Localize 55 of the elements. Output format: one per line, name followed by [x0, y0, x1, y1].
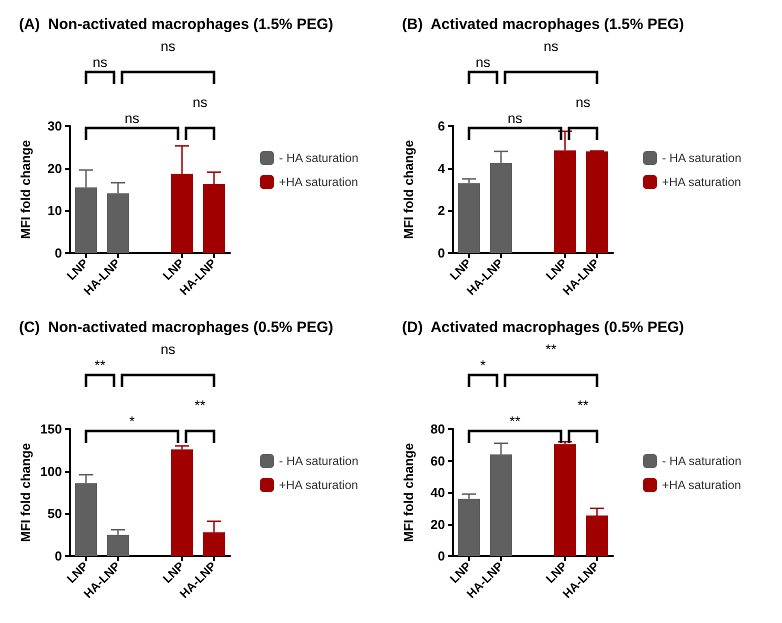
chart-title: (B) Activated macrophages (1.5% PEG) — [402, 16, 684, 33]
text: ** — [546, 341, 556, 357]
text: ** — [94, 357, 106, 373]
y-tick-label: 4 — [438, 160, 446, 176]
y-axis-title: MFI fold change — [18, 443, 33, 542]
y-tick-label: 60 — [430, 453, 445, 468]
legend-label: - HA saturation — [662, 454, 742, 468]
legend-label: +HA saturation — [279, 175, 358, 189]
y-tick-label: 0 — [54, 246, 62, 260]
y-tick-label: 30 — [48, 118, 62, 134]
y-tick-label: 0 — [438, 548, 445, 564]
y-tick-label: 80 — [430, 422, 445, 436]
y-tick-label: 20 — [430, 516, 445, 532]
text: ns — [476, 54, 490, 70]
text: ns — [544, 38, 558, 54]
y-axis-title: MFI fold change — [18, 140, 33, 239]
text: * — [129, 413, 135, 429]
y-tick-label: 0 — [438, 246, 445, 260]
y-tick-label: 40 — [430, 485, 445, 500]
bar — [458, 183, 480, 253]
chart-title: (D) Activated macrophages (0.5% PEG) — [402, 319, 684, 336]
bar — [586, 151, 608, 253]
bar — [458, 498, 480, 556]
y-tick-label: 10 — [48, 203, 62, 218]
legend-label: +HA saturation — [279, 478, 358, 492]
text: ** — [194, 397, 206, 413]
y-tick-label: 100 — [40, 464, 62, 479]
legend-label: - HA saturation — [662, 151, 742, 165]
y-axis-title: MFI fold change — [401, 140, 416, 239]
text: ** — [578, 397, 588, 413]
bar — [554, 444, 576, 556]
text: ns — [192, 94, 208, 110]
text: * — [480, 357, 486, 373]
y-tick-label: 150 — [40, 422, 62, 436]
chart-title: (A) Non-activated macrophages (1.5% PEG) — [19, 16, 334, 33]
bar — [107, 534, 129, 556]
bar — [171, 449, 193, 556]
legend-label: +HA saturation — [662, 478, 742, 492]
text: ns — [160, 341, 176, 357]
text: ns — [508, 110, 522, 126]
legend-label: - HA saturation — [279, 151, 358, 165]
legend-label: - HA saturation — [279, 454, 358, 468]
chart-title: (C) Non-activated macrophages (0.5% PEG) — [19, 319, 334, 336]
y-tick-label: 50 — [48, 506, 62, 522]
text: ns — [576, 94, 590, 110]
y-axis-title: MFI fold change — [401, 443, 416, 542]
y-tick-label: 2 — [438, 203, 445, 218]
text: ns — [160, 38, 176, 54]
legend-label: +HA saturation — [662, 175, 742, 189]
y-tick-label: 20 — [48, 160, 62, 176]
y-tick-label: 0 — [54, 548, 62, 564]
text: ns — [92, 54, 108, 70]
y-tick-label: 6 — [438, 118, 445, 134]
text: ns — [124, 110, 140, 126]
text: ** — [510, 413, 520, 429]
